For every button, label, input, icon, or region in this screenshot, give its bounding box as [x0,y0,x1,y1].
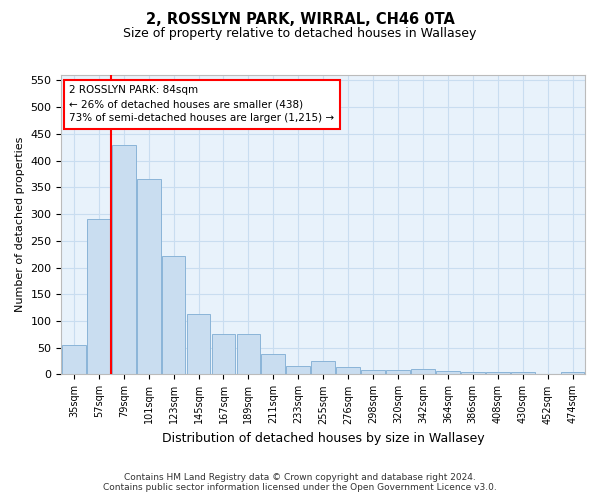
Bar [87,220,110,374]
Bar [486,372,509,374]
Bar [411,369,435,374]
Text: 2 ROSSLYN PARK: 84sqm
← 26% of detached houses are smaller (438)
73% of semi-det: 2 ROSSLYN PARK: 84sqm ← 26% of detached … [69,86,334,124]
Bar [511,372,535,374]
Bar [62,345,86,374]
Text: 2, ROSSLYN PARK, WIRRAL, CH46 0TA: 2, ROSSLYN PARK, WIRRAL, CH46 0TA [146,12,454,28]
Bar [560,372,584,374]
X-axis label: Distribution of detached houses by size in Wallasey: Distribution of detached houses by size … [162,432,485,445]
Bar [236,334,260,374]
Bar [187,314,211,374]
Bar [386,370,410,374]
Y-axis label: Number of detached properties: Number of detached properties [15,137,25,312]
Bar [262,354,285,374]
Bar [112,144,136,374]
Bar [336,367,360,374]
Bar [361,370,385,374]
Bar [137,180,161,374]
Text: Size of property relative to detached houses in Wallasey: Size of property relative to detached ho… [124,28,476,40]
Bar [286,366,310,374]
Bar [436,371,460,374]
Bar [212,334,235,374]
Bar [461,372,485,374]
Bar [311,360,335,374]
Bar [162,256,185,374]
Text: Contains HM Land Registry data © Crown copyright and database right 2024.
Contai: Contains HM Land Registry data © Crown c… [103,473,497,492]
